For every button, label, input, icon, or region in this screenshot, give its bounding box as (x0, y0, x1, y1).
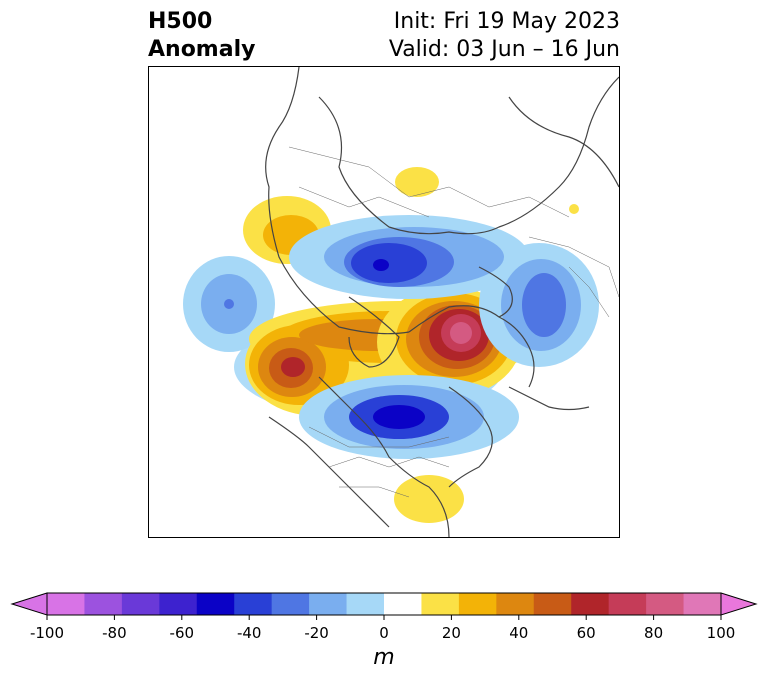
colorbar-segment (309, 593, 348, 615)
valid-range: Valid: 03 Jun – 16 Jun (388, 37, 620, 62)
colorbar-segment (47, 593, 85, 615)
colorbar-tick-label: 40 (509, 624, 529, 642)
colorbar-tick-label: -80 (102, 624, 127, 642)
map-title-left: H500 Anomaly (148, 8, 255, 64)
colorbar-tick-label: -100 (29, 624, 65, 642)
colorbar-segment (683, 593, 722, 615)
colorbar-segment (84, 593, 123, 615)
colorbar-tick-label: -40 (236, 624, 262, 642)
colorbar-segment (458, 593, 497, 615)
colorbar-ticks (46, 615, 722, 620)
colorbar-segments (47, 593, 722, 615)
colorbar-tick-label: -60 (169, 624, 195, 642)
colorbar-under-triangle (10, 592, 48, 616)
anomaly-shading (183, 167, 599, 523)
colorbar-segment (571, 593, 610, 615)
arctic-high (395, 167, 439, 197)
north-pacific-low (183, 256, 275, 352)
colorbar-segment (234, 593, 273, 615)
map-title-right: Init: Fri 19 May 2023 Valid: 03 Jun – 16… (389, 8, 620, 64)
east-siberia-low (289, 215, 599, 367)
colorbar-tick-label: 60 (576, 624, 596, 642)
field-type: Anomaly (148, 37, 256, 62)
colorbar-segment (533, 593, 572, 615)
colorbar-segment (496, 593, 535, 615)
colorbar-segment (608, 593, 647, 615)
borders (288, 146, 619, 498)
hudson-bay-low (299, 375, 519, 459)
init-date: Init: Fri 19 May 2023 (393, 9, 620, 34)
colorbar-segment (271, 593, 310, 615)
colorbar-tick-label: 20 (441, 624, 461, 642)
colorbar (10, 592, 758, 620)
western-atlantic-high (394, 475, 464, 523)
map-canvas (183, 67, 619, 537)
field-name: H500 (148, 9, 213, 34)
colorbar-tick-label: 0 (379, 624, 389, 642)
colorbar-segment (346, 593, 385, 615)
colorbar-tick-label: -20 (304, 624, 329, 642)
small-high-asia (569, 204, 579, 214)
colorbar-segment (384, 593, 422, 615)
colorbar-segment (421, 593, 460, 615)
colorbar-segment (646, 593, 685, 615)
colorbar-tick-label: 80 (644, 624, 664, 642)
colorbar-over-triangle (720, 592, 758, 616)
colorbar-tick-label: 100 (706, 624, 736, 642)
colorbar-segment (196, 593, 235, 615)
colorbar-unit: m (373, 645, 395, 670)
anomaly-map (148, 66, 620, 538)
colorbar-segment (159, 593, 198, 615)
colorbar-segment (121, 593, 160, 615)
